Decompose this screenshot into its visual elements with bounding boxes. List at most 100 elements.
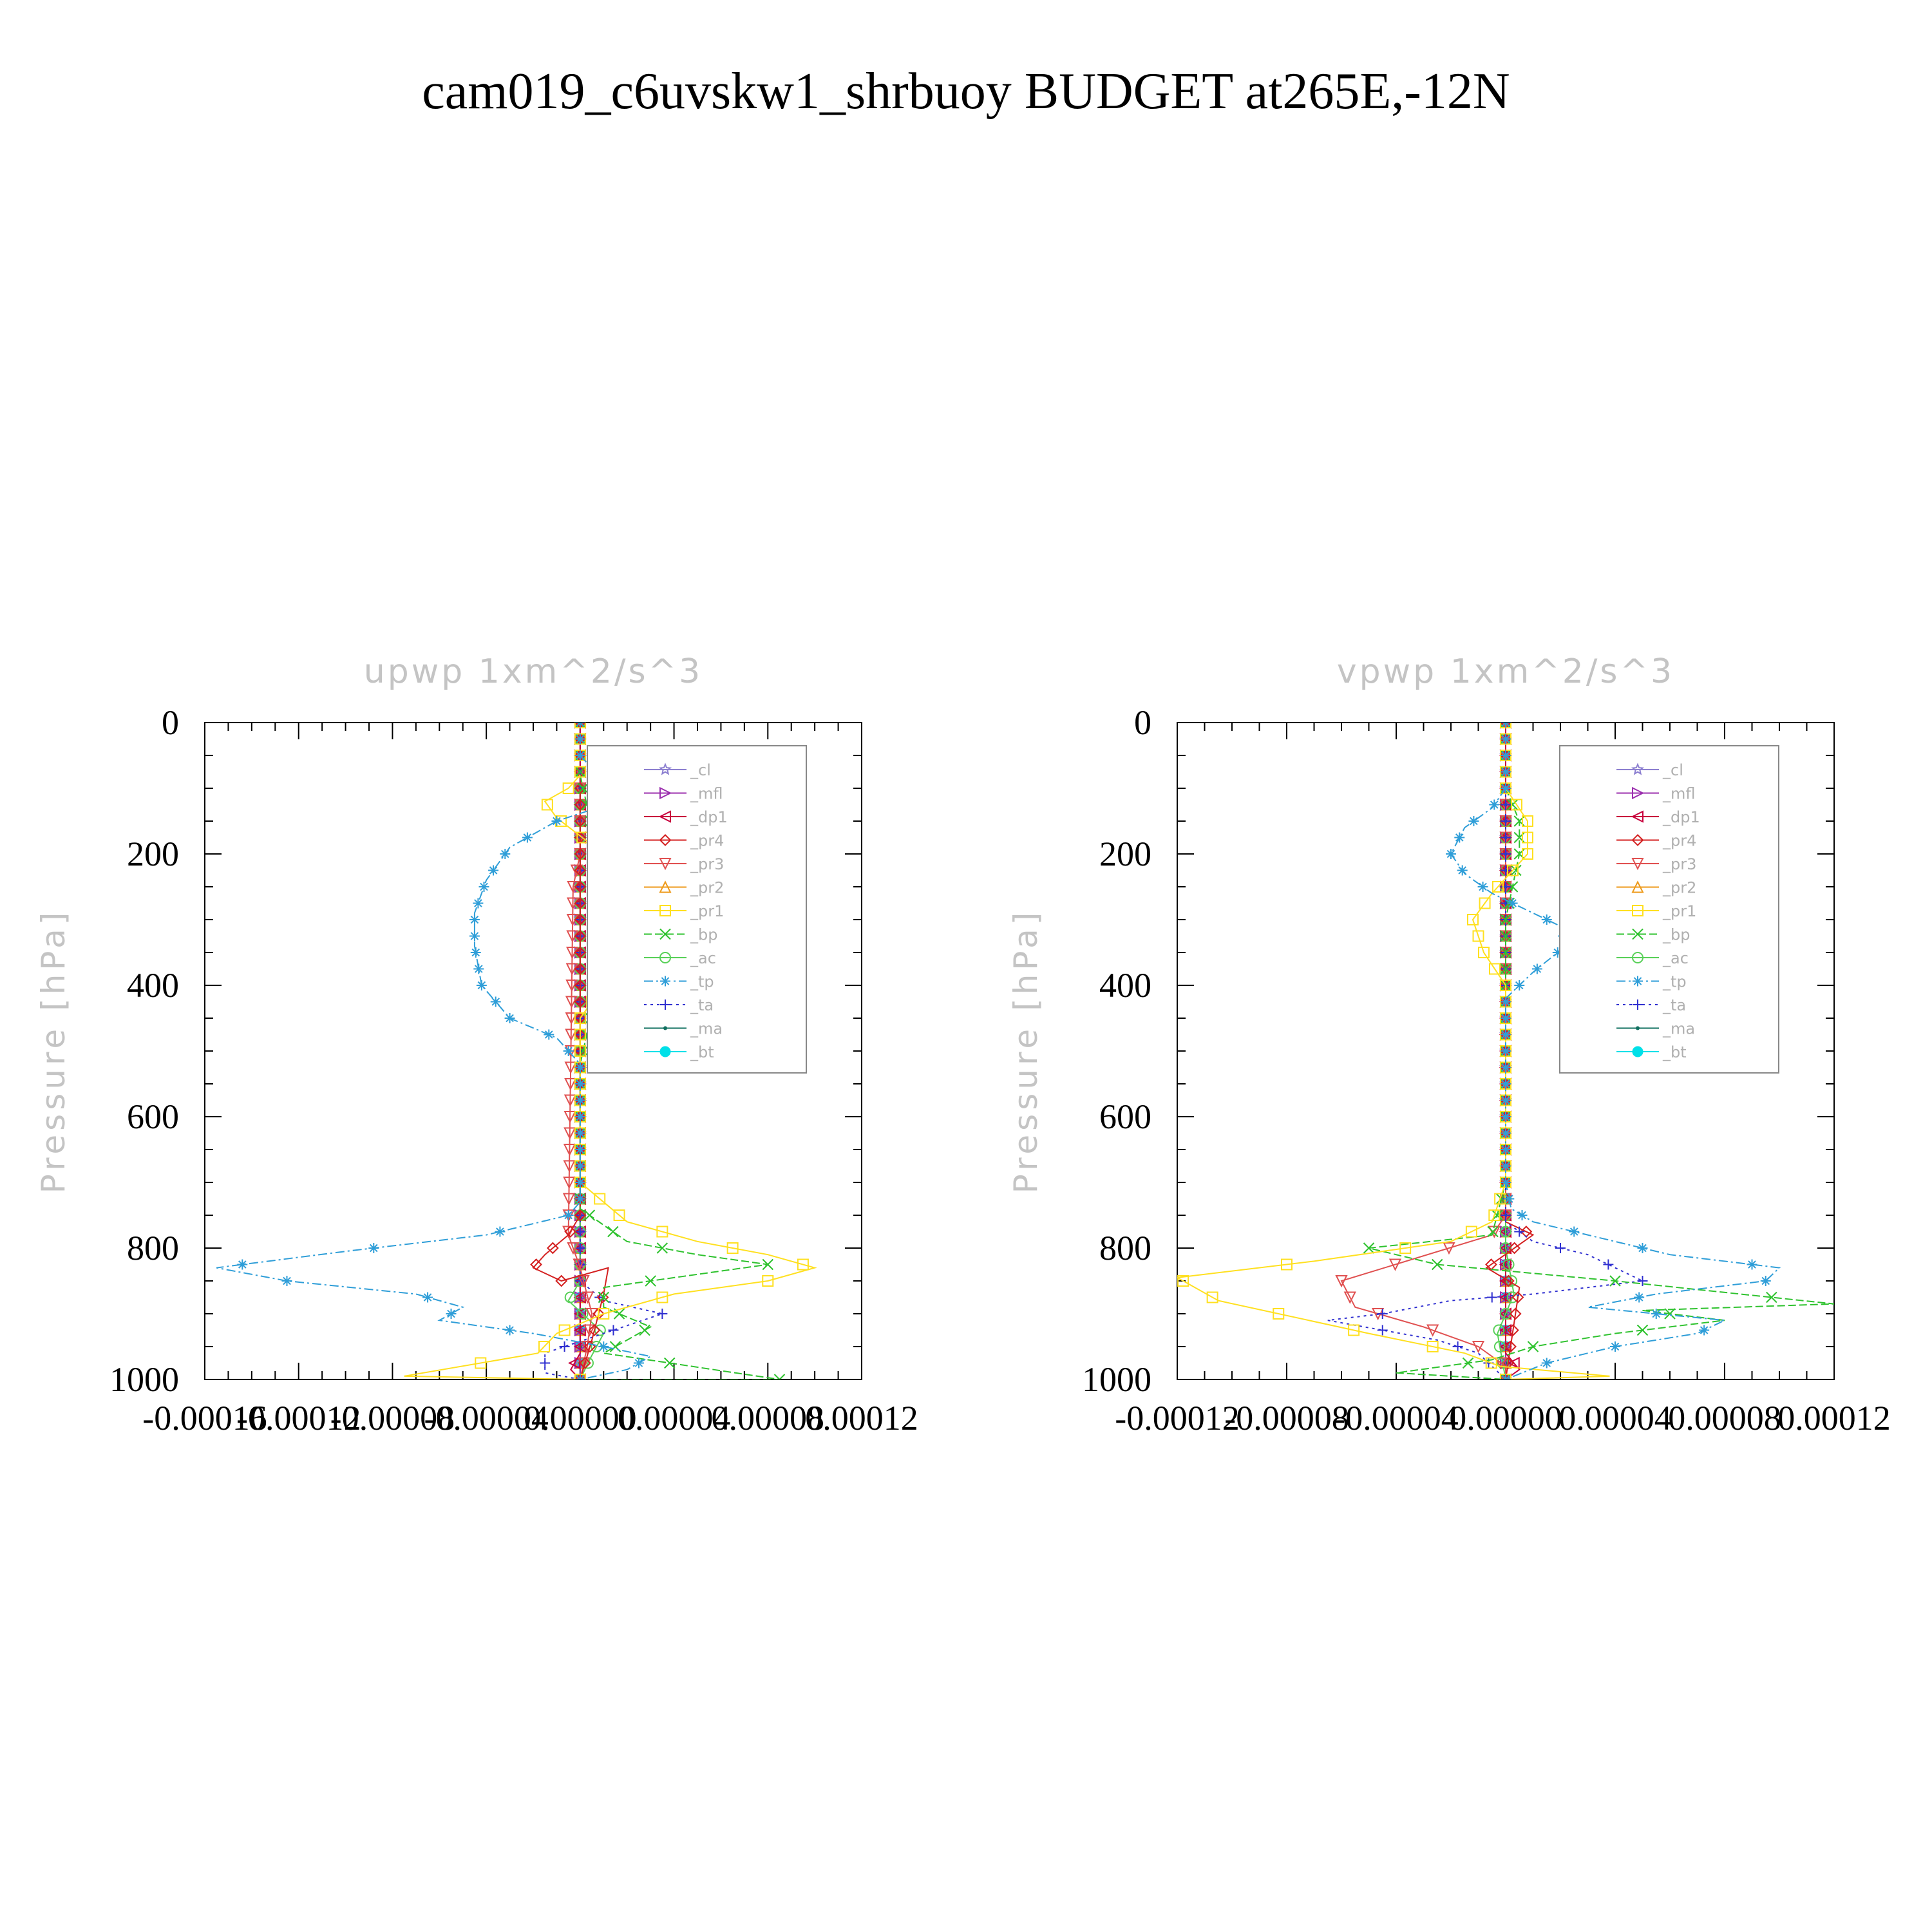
legend-label: _ma <box>690 1020 723 1038</box>
series-line <box>1327 788 1645 1379</box>
y-tick-label: 0 <box>1134 703 1151 742</box>
legend-label: _ta <box>690 996 714 1014</box>
data-point <box>645 1275 656 1287</box>
data-point <box>473 898 484 909</box>
data-point <box>1467 914 1479 925</box>
legend-label: _tp <box>690 973 714 991</box>
data-point <box>1426 1324 1439 1337</box>
series-layer <box>1177 723 1834 1379</box>
data-point <box>1500 963 1511 975</box>
data-point <box>581 1291 594 1304</box>
series-pr1 <box>1177 723 1610 1379</box>
data-point <box>598 1341 609 1352</box>
data-point <box>607 1226 619 1238</box>
data-point <box>639 1324 650 1336</box>
legend-label: _pr1 <box>1662 902 1696 920</box>
y-tick-label: 600 <box>1099 1097 1151 1136</box>
data-point <box>588 1324 601 1336</box>
data-point <box>598 1291 609 1303</box>
data-point <box>1501 1128 1511 1139</box>
data-point <box>1486 1292 1497 1303</box>
legend-label: _pr2 <box>1662 879 1696 897</box>
data-point <box>475 1357 487 1369</box>
data-point <box>574 864 587 876</box>
legend-box <box>587 745 807 1074</box>
legend-label: _cl <box>690 761 711 779</box>
data-point <box>574 1095 585 1106</box>
data-point <box>1489 799 1500 810</box>
data-point <box>1454 832 1465 843</box>
series-line <box>404 774 817 1379</box>
data-point <box>574 1128 585 1139</box>
data-point <box>1501 1029 1511 1040</box>
legend-swatch-marker <box>659 786 672 800</box>
legend-entry-pr1: _pr1 <box>644 902 724 920</box>
series-tp <box>1446 723 1781 1379</box>
data-point <box>1501 1095 1511 1106</box>
data-point <box>1499 1323 1511 1337</box>
data-point <box>1555 1243 1566 1253</box>
data-point <box>1511 1291 1524 1303</box>
data-point <box>773 1374 786 1379</box>
legend-swatch-marker <box>1631 762 1645 775</box>
legend: _cl _mfl _dp1 _pr4 _pr3 _pr2 _pr1 _bp _ac _tp _ta _… <box>1559 745 1779 1074</box>
data-point <box>1522 848 1533 860</box>
data-point <box>488 865 499 876</box>
data-point <box>1747 1259 1757 1270</box>
data-point <box>598 1308 610 1320</box>
data-point <box>1335 1275 1348 1288</box>
data-point <box>1506 881 1519 893</box>
data-point <box>504 1013 515 1023</box>
data-point <box>656 1226 668 1238</box>
data-point <box>563 1210 574 1220</box>
data-point <box>1514 1226 1525 1237</box>
data-point <box>574 1226 585 1237</box>
data-point <box>1501 832 1511 843</box>
data-point <box>762 1275 774 1287</box>
data-point <box>1501 799 1511 810</box>
data-point <box>1506 864 1519 876</box>
data-point <box>1522 815 1533 827</box>
data-point <box>473 963 484 974</box>
series-line <box>1340 788 1506 1379</box>
legend-entry-ac: _ac <box>644 949 716 967</box>
upwp-panel: upwp 1xm^2/s^3 Pressure [hPa] 0 200 400 600 80… <box>35 652 918 1437</box>
data-point <box>567 1242 580 1255</box>
legend-entry-pr2: _pr2 <box>644 879 724 897</box>
legend-entry-mfl: _mfl <box>1616 785 1696 803</box>
data-point <box>1609 1275 1621 1287</box>
data-point <box>1485 1357 1497 1369</box>
data-point <box>574 1028 586 1041</box>
legend-swatch-marker <box>659 1046 671 1057</box>
data-point <box>1507 1356 1520 1370</box>
data-point <box>1489 963 1501 975</box>
legend-box <box>1559 745 1779 1074</box>
legend-label: _pr2 <box>690 879 724 897</box>
y-axis-label: Pressure [hPa] <box>1007 909 1045 1194</box>
data-point <box>541 799 553 811</box>
legend-label: _ac <box>1662 949 1689 967</box>
data-point <box>1502 1274 1515 1287</box>
x-tick-label: 0.00008 <box>712 1399 825 1437</box>
data-point <box>574 734 585 744</box>
data-point <box>1500 947 1511 958</box>
data-point <box>1500 980 1511 991</box>
data-point <box>469 931 480 942</box>
legend-label: _pr3 <box>1662 855 1696 873</box>
y-tick-label: 200 <box>127 835 179 873</box>
y-tick-label: 800 <box>127 1229 179 1267</box>
data-point <box>538 1341 550 1352</box>
data-point <box>504 1325 515 1336</box>
data-point <box>579 1357 591 1369</box>
data-point <box>478 882 489 892</box>
legend-entry-tp: _tp <box>1616 973 1687 991</box>
data-point <box>565 1012 578 1025</box>
data-point <box>563 1144 576 1157</box>
data-point <box>1388 1258 1402 1271</box>
legend-swatch-marker <box>1632 905 1643 916</box>
legend-entry-ma: _ma <box>1616 1020 1695 1038</box>
data-point <box>664 1357 676 1369</box>
series-tp <box>216 723 652 1379</box>
data-point <box>585 1308 598 1321</box>
data-point <box>574 1045 586 1057</box>
